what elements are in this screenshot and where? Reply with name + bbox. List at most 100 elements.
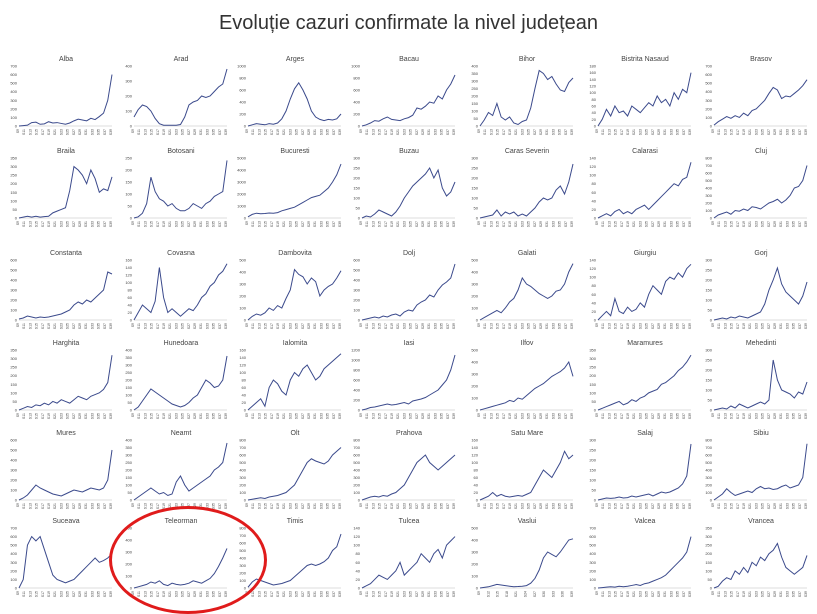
y-tick-label: 150 xyxy=(705,560,712,565)
x-tick-label: S24 xyxy=(524,591,528,597)
chart-title: Mures xyxy=(56,430,76,437)
chart-title: Hunedoara xyxy=(163,340,199,347)
highlight-circle xyxy=(109,506,267,614)
y-tick-label: 200 xyxy=(471,562,478,567)
x-tick-label: S39 xyxy=(570,323,574,329)
y-tick-label: 600 xyxy=(10,438,17,443)
x-tick-label: S17 xyxy=(41,413,45,419)
y-tick-label: 400 xyxy=(10,458,17,463)
y-tick-label: 200 xyxy=(10,568,17,573)
series-line xyxy=(247,533,342,588)
x-tick-label: S39 xyxy=(109,221,113,227)
x-tick-label: S19 xyxy=(626,591,630,597)
x-tick-label: S19 xyxy=(390,221,394,227)
y-tick-label: 400 xyxy=(471,64,478,69)
x-tick-label: S35 xyxy=(326,221,330,227)
x-tick-label: S23 xyxy=(59,591,63,597)
x-tick-label: S39 xyxy=(570,413,574,419)
x-tick-label: S23 xyxy=(402,221,406,227)
x-tick-label: S29 xyxy=(773,323,777,329)
x-tick-label: S21 xyxy=(396,413,400,419)
x-tick-label: S21 xyxy=(514,323,518,329)
y-tick-label: 250 xyxy=(125,460,132,465)
x-tick-label: S37 xyxy=(682,129,686,135)
x-tick-label: S25 xyxy=(295,129,299,135)
x-tick-label: S17 xyxy=(736,221,740,227)
x-tick-label: S21 xyxy=(168,503,172,509)
x-tick-label: S9 xyxy=(245,413,249,417)
x-tick-label: S27 xyxy=(415,129,419,135)
x-tick-label: S19 xyxy=(162,221,166,227)
x-tick-label: S18 xyxy=(505,591,509,597)
y-tick-label: 600 xyxy=(705,171,712,176)
x-tick-label: S35 xyxy=(326,413,330,419)
line-chart: 0 50 100 150 200 250 300 350 400 S9 S11 S13 S15 S17 S1… xyxy=(471,64,574,136)
y-tick-label: 140 xyxy=(589,77,596,82)
x-tick-label: S37 xyxy=(103,591,107,597)
y-tick-label: 100 xyxy=(125,393,132,398)
y-tick-label: 80 xyxy=(128,288,133,293)
x-tick-label: S39 xyxy=(804,413,808,419)
y-tick-label: 600 xyxy=(705,72,712,77)
x-tick-label: S29 xyxy=(78,221,82,227)
x-tick-label: S11 xyxy=(717,591,721,597)
y-tick-label: 160 xyxy=(125,258,132,263)
x-tick-label: S23 xyxy=(174,413,178,419)
x-tick-label: S33 xyxy=(205,129,209,135)
y-tick-label: 1000 xyxy=(351,358,361,363)
x-tick-label: S27 xyxy=(301,503,305,509)
chart-panel: Alba 0 100 200 300 400 500 600 700 S9 S11 S13 S15 S17… xyxy=(5,56,115,142)
y-tick-label: 60 xyxy=(474,475,479,480)
y-tick-label: 150 xyxy=(125,180,132,185)
x-tick-label: S35 xyxy=(440,413,444,419)
x-tick-label: S11 xyxy=(365,323,369,329)
y-tick-label: 500 xyxy=(471,258,478,263)
x-tick-label: S37 xyxy=(682,413,686,419)
x-tick-label: S37 xyxy=(332,221,336,227)
x-tick-label: S29 xyxy=(307,221,311,227)
chart-panel: Sibiu 0 100 200 300 400 500 600 700 800 S9 S11 S13 S1… xyxy=(700,430,810,516)
x-tick-label: S13 xyxy=(257,413,261,419)
x-tick-label: S15 xyxy=(35,323,39,329)
x-tick-label: S15 xyxy=(264,503,268,509)
x-tick-label: S27 xyxy=(301,591,305,597)
x-tick-label: S37 xyxy=(446,413,450,419)
x-tick-label: S9 xyxy=(711,129,715,133)
x-tick-label: S21 xyxy=(53,503,57,509)
x-tick-label: S31 xyxy=(545,221,549,227)
y-tick-label: 150 xyxy=(705,378,712,383)
y-tick-label: 150 xyxy=(125,385,132,390)
x-tick-label: S13 xyxy=(607,591,611,597)
x-tick-label: S39 xyxy=(570,503,574,509)
x-tick-label: S9 xyxy=(16,503,20,507)
x-tick-label: S23 xyxy=(288,129,292,135)
y-tick-label: 140 xyxy=(125,265,132,270)
y-tick-label: 400 xyxy=(705,89,712,94)
x-tick-label: S9 xyxy=(595,323,599,327)
y-tick-label: 200 xyxy=(353,398,360,403)
y-tick-label: 140 xyxy=(239,355,246,360)
y-tick-label: 100 xyxy=(589,90,596,95)
y-tick-label: 140 xyxy=(589,156,596,161)
chart-title: Galati xyxy=(517,250,537,257)
x-tick-label: S29 xyxy=(78,129,82,135)
chart-title: Satu Mare xyxy=(510,430,544,437)
x-tick-label: S11 xyxy=(365,591,369,597)
x-tick-label: S29 xyxy=(421,503,425,509)
x-tick-label: S9 xyxy=(359,221,363,225)
y-tick-label: 500 xyxy=(705,178,712,183)
y-tick-label: 0 xyxy=(15,124,18,129)
y-tick-label: 500 xyxy=(239,258,246,263)
x-tick-label: S33 xyxy=(205,221,209,227)
y-tick-label: 0 xyxy=(710,408,713,413)
x-tick-label: S37 xyxy=(564,413,568,419)
chart-title: Mehedinti xyxy=(745,340,777,347)
y-tick-label: 0 xyxy=(130,408,133,413)
y-tick-label: 600 xyxy=(353,258,360,263)
x-tick-label: S39 xyxy=(224,413,228,419)
y-tick-label: 400 xyxy=(10,89,17,94)
